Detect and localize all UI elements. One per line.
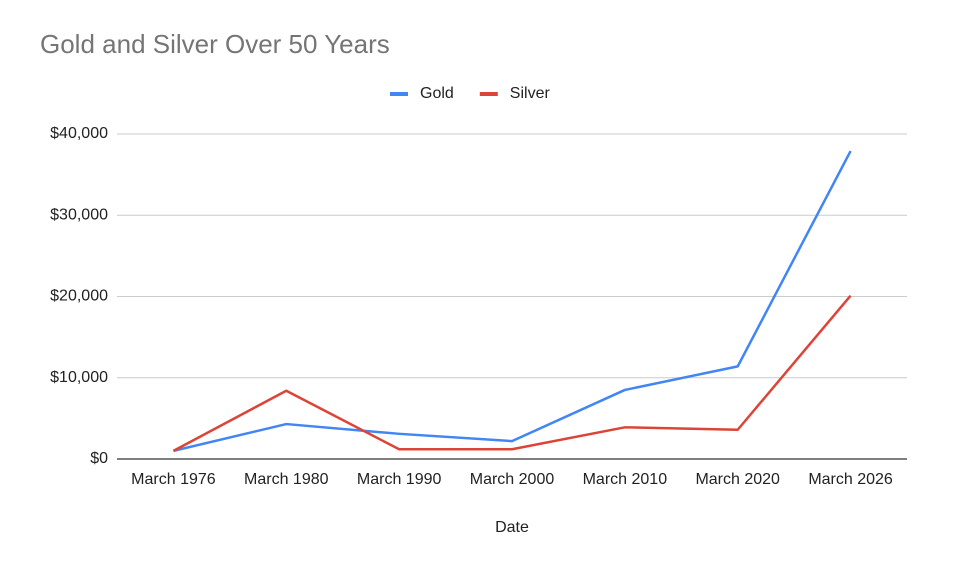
x-tick-label: March 2020 — [695, 471, 780, 488]
series-line — [172, 294, 852, 452]
legend-label: Silver — [510, 85, 551, 102]
y-tick-label: $30,000 — [50, 206, 108, 223]
chart-title: Gold and Silver Over 50 Years — [40, 29, 390, 59]
x-tick-label: March 1976 — [131, 471, 216, 488]
legend-label: Gold — [420, 85, 454, 102]
y-tick-label: $20,000 — [50, 288, 108, 305]
x-tick-label: March 1980 — [244, 471, 329, 488]
x-axis-title: Date — [495, 519, 529, 536]
x-tick-label: March 1990 — [357, 471, 442, 488]
x-tick-label: March 2010 — [583, 471, 668, 488]
y-tick-label: $0 — [90, 450, 108, 467]
x-tick-label: March 2026 — [808, 471, 893, 488]
y-tick-label: $10,000 — [50, 369, 108, 386]
y-tick-label: $40,000 — [50, 125, 108, 142]
x-tick-label: March 2000 — [470, 471, 555, 488]
series-line — [173, 150, 852, 453]
